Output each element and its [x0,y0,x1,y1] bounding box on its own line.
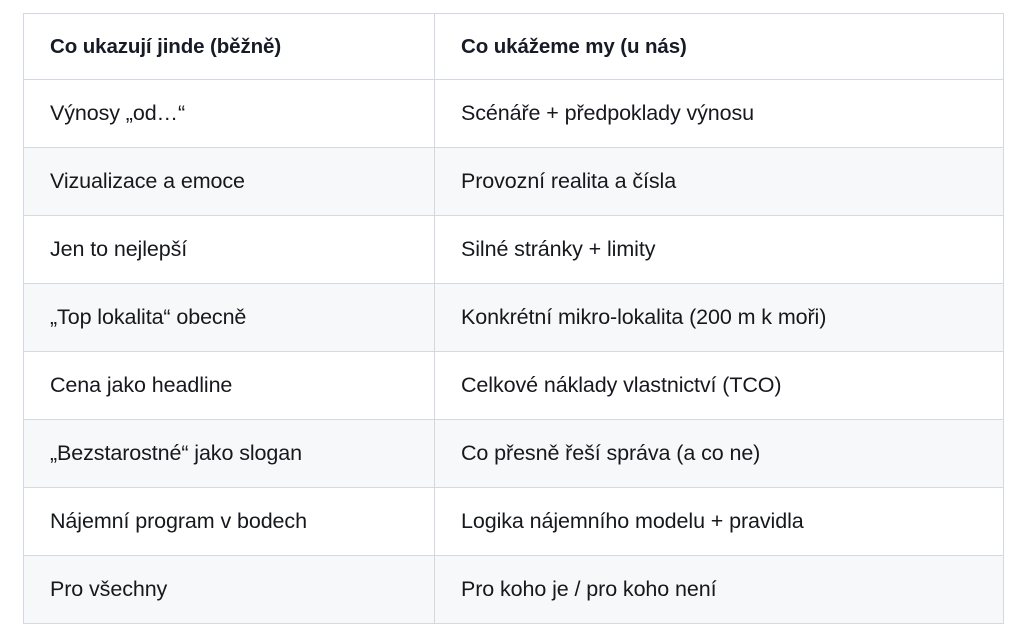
comparison-table-container: Co ukazují jinde (běžně) Co ukážeme my (… [23,13,1004,624]
table-row: „Bezstarostné“ jako slogan Co přesně řeš… [23,419,1004,488]
cell-others: Cena jako headline [23,351,435,420]
column-header-us: Co ukážeme my (u nás) [434,13,1004,80]
cell-others: „Bezstarostné“ jako slogan [23,419,435,488]
cell-others: Vizualizace a emoce [23,147,435,216]
table-body: Výnosy „od…“ Scénáře + předpoklady výnos… [23,79,1004,624]
table-row: Pro všechny Pro koho je / pro koho není [23,555,1004,624]
cell-others: Pro všechny [23,555,435,624]
table-header-row: Co ukazují jinde (běžně) Co ukážeme my (… [23,13,1004,80]
cell-us: Logika nájemního modelu + pravidla [434,487,1004,556]
column-header-others: Co ukazují jinde (běžně) [23,13,435,80]
cell-others: Jen to nejlepší [23,215,435,284]
cell-us: Silné stránky + limity [434,215,1004,284]
cell-us: Provozní realita a čísla [434,147,1004,216]
table-row: Jen to nejlepší Silné stránky + limity [23,215,1004,284]
table-row: Výnosy „od…“ Scénáře + předpoklady výnos… [23,79,1004,148]
cell-others: Výnosy „od…“ [23,79,435,148]
table-row: Vizualizace a emoce Provozní realita a č… [23,147,1004,216]
cell-others: Nájemní program v bodech [23,487,435,556]
cell-us: Scénáře + předpoklady výnosu [434,79,1004,148]
table-row: „Top lokalita“ obecně Konkrétní mikro-lo… [23,283,1004,352]
cell-others: „Top lokalita“ obecně [23,283,435,352]
table-row: Cena jako headline Celkové náklady vlast… [23,351,1004,420]
comparison-table: Co ukazují jinde (běžně) Co ukážeme my (… [23,13,1004,624]
cell-us: Celkové náklady vlastnictví (TCO) [434,351,1004,420]
cell-us: Pro koho je / pro koho není [434,555,1004,624]
table-row: Nájemní program v bodech Logika nájemníh… [23,487,1004,556]
cell-us: Co přesně řeší správa (a co ne) [434,419,1004,488]
table-header: Co ukazují jinde (běžně) Co ukážeme my (… [23,13,1004,80]
cell-us: Konkrétní mikro-lokalita (200 m k moři) [434,283,1004,352]
